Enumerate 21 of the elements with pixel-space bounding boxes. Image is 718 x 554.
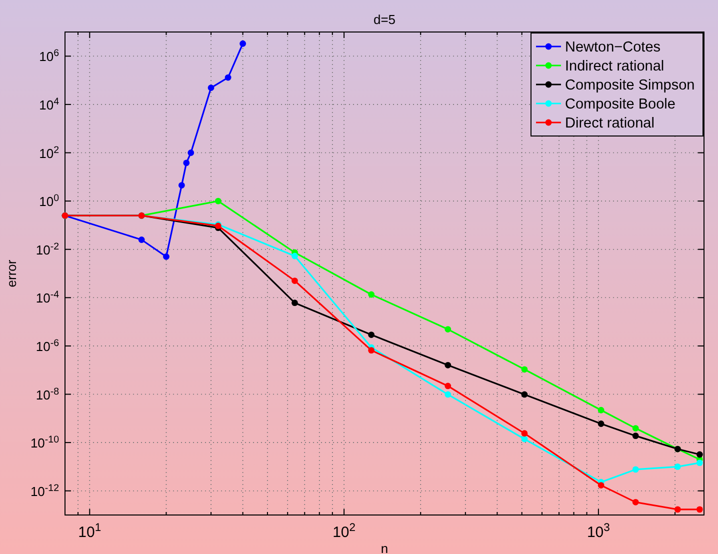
y-tick-label: 10$^{-12}$ [30, 482, 59, 499]
y-tick-label: 10$^{-4}$ [36, 289, 60, 306]
y-tick-label: 10$^{-10}$ [30, 434, 60, 451]
x-tick-label: 10$^{3}$ [586, 522, 610, 541]
legend-label: Composite Boole [565, 96, 676, 112]
y-tick-label: 10$^{0}$ [39, 192, 60, 210]
x-tick-label: 10$^{1}$ [78, 522, 102, 541]
legend-label: Composite Simpson [565, 78, 695, 94]
legend-label: Direct rational [565, 116, 654, 132]
y-tick-label: 10$^{-2}$ [36, 240, 59, 258]
legend-label: Indirect rational [565, 58, 664, 74]
legend-label: Newton−Cotes [565, 40, 661, 56]
y-tick-label: 10$^{4}$ [39, 96, 60, 112]
x-axis-title: n [380, 541, 388, 554]
y-tick-label: 10$^{6}$ [39, 48, 59, 64]
x-tick-label: 10$^{2}$ [332, 522, 356, 541]
y-axis-title: error [4, 259, 19, 288]
y-tick-label: 10$^{-6}$ [36, 337, 59, 354]
y-tick-label: 10$^{-8}$ [36, 386, 59, 402]
y-tick-label: 10$^{2}$ [39, 144, 59, 161]
chart-title: d=5 [373, 12, 396, 27]
